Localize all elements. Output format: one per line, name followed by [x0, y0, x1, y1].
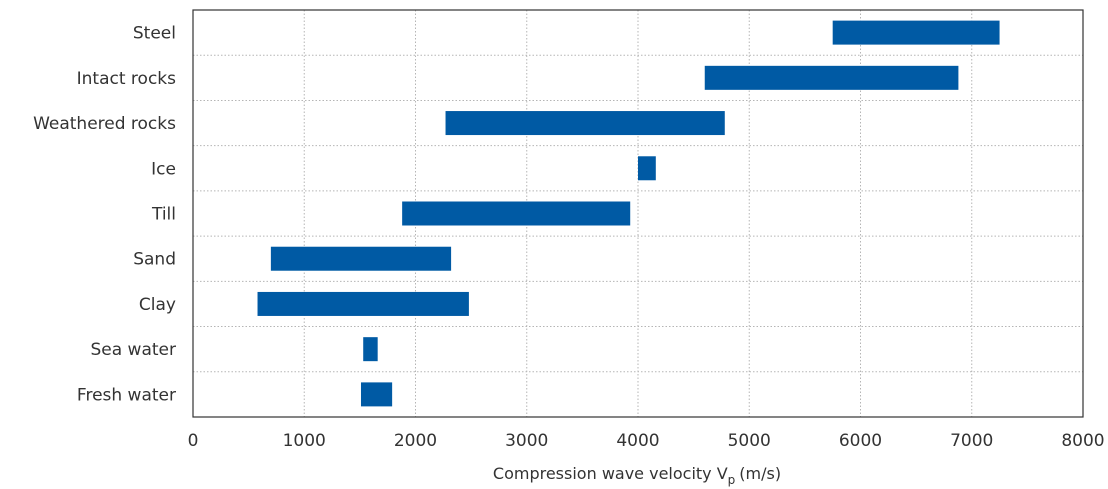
x-tick-label-8000: 8000 — [1061, 431, 1104, 451]
bar-fresh-water — [360, 382, 393, 407]
category-label-sand: Sand — [133, 250, 176, 270]
x-tick-labels: 0 1000 2000 3000 4000 5000 6000 7000 8000 — [188, 431, 1105, 451]
x-tick-label-5000: 5000 — [728, 431, 771, 451]
category-label-sea-water: Sea water — [90, 340, 176, 360]
bar-sea-water — [363, 337, 378, 362]
category-label-fresh-water: Fresh water — [77, 385, 176, 405]
bar-clay — [257, 291, 469, 316]
x-tick-label-1000: 1000 — [283, 431, 326, 451]
category-label-intact-rocks: Intact rocks — [77, 69, 176, 89]
bar-steel — [832, 20, 1000, 45]
plot-frame — [192, 9, 1084, 418]
bar-weathered-rocks — [445, 111, 725, 136]
grid-layer — [193, 10, 1083, 417]
category-label-ice: Ice — [151, 159, 176, 179]
x-tick-label-4000: 4000 — [616, 431, 659, 451]
category-labels: Steel Intact rocks Weathered rocks Ice Till S… — [33, 24, 176, 406]
bar-layer — [257, 20, 1000, 407]
x-tick-label-3000: 3000 — [505, 431, 548, 451]
category-label-till: Till — [151, 205, 176, 225]
x-tick-label-2000: 2000 — [394, 431, 437, 451]
category-label-steel: Steel — [133, 24, 176, 44]
x-tick-label-7000: 7000 — [950, 431, 993, 451]
x-axis-title: Compression wave velocity Vp (m/s) — [493, 464, 781, 487]
category-label-weathered-rocks: Weathered rocks — [33, 114, 176, 134]
bar-ice — [638, 156, 656, 181]
category-label-clay: Clay — [139, 295, 176, 315]
x-tick-label-6000: 6000 — [839, 431, 882, 451]
x-tick-label-0: 0 — [188, 431, 199, 451]
bar-sand — [270, 246, 452, 271]
bar-intact-rocks — [704, 65, 959, 90]
bar-till — [402, 201, 631, 226]
